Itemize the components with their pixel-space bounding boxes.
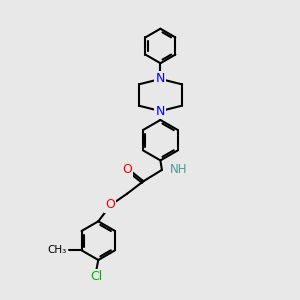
- Text: CH₃: CH₃: [47, 245, 67, 255]
- Text: N: N: [156, 73, 165, 85]
- Text: Cl: Cl: [90, 270, 102, 284]
- Text: O: O: [105, 199, 115, 212]
- Text: O: O: [122, 163, 132, 176]
- Text: N: N: [156, 105, 165, 118]
- Text: NH: NH: [170, 164, 188, 176]
